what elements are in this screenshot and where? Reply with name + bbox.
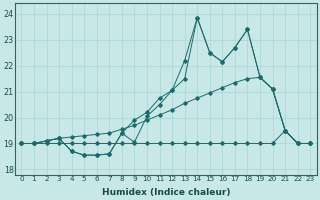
X-axis label: Humidex (Indice chaleur): Humidex (Indice chaleur) bbox=[101, 188, 230, 197]
